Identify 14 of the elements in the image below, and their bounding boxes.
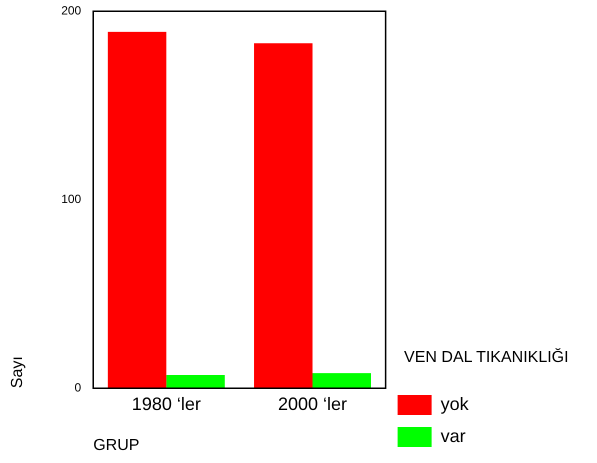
y-tick-label: 100: [61, 192, 82, 206]
bar: [166, 375, 225, 388]
legend-label: yok: [440, 394, 470, 414]
legend-title: VEN DAL TIKANIKLIĞI: [404, 348, 569, 366]
x-axis-title: GRUP: [93, 436, 140, 454]
bar: [108, 32, 166, 388]
bar: [254, 43, 313, 388]
x-tick-label: 2000 ‘ler: [278, 394, 348, 414]
bar: [312, 373, 371, 388]
legend-label: var: [440, 426, 466, 446]
y-tick-label: 0: [74, 380, 82, 395]
y-tick-label: 200: [61, 4, 82, 18]
x-tick-label: 1980 ‘ler: [132, 394, 201, 414]
y-axis-title: Sayı: [9, 356, 26, 388]
